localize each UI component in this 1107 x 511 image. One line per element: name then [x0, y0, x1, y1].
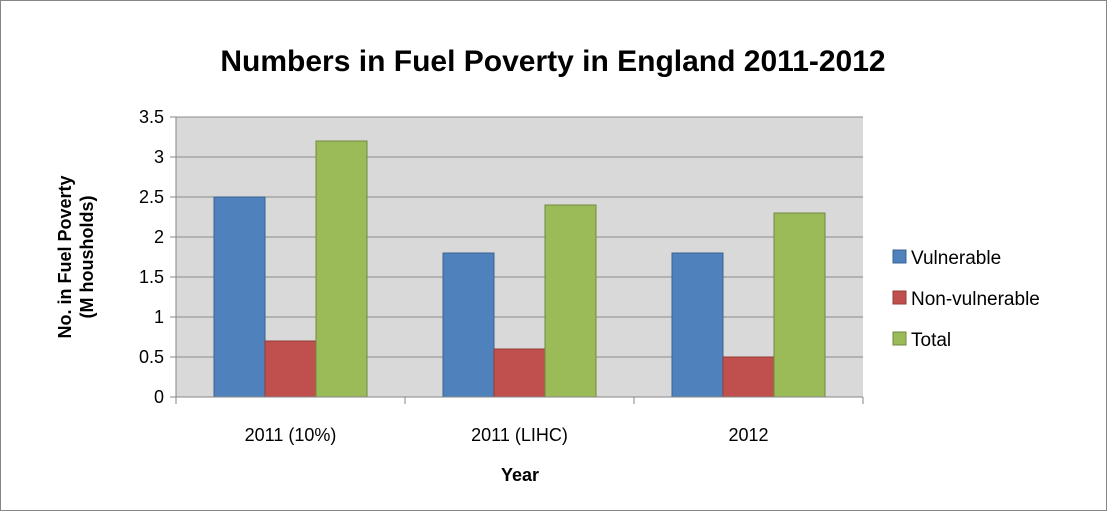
x-tick-label: 2011 (10%): [245, 425, 337, 445]
axes: [170, 116, 864, 404]
bar-non-vulnerable-1: [264, 340, 317, 398]
legend-label: Total: [911, 330, 951, 351]
y-axis-title-line-2: (M housholds): [77, 196, 97, 319]
legend-swatch: [892, 249, 907, 264]
bar-total-3: [773, 212, 826, 398]
y-tick-label: 1.5: [139, 267, 164, 287]
bar-non-vulnerable-2: [493, 348, 546, 398]
bar-vulnerable-3: [671, 252, 724, 398]
bar-total-1: [315, 140, 368, 398]
x-tick-labels: 2011 (10%) 2011 (LIHC) 2012: [245, 425, 769, 445]
chart-title: Numbers in Fuel Poverty in England 2011-…: [220, 45, 885, 78]
legend-swatch: [892, 290, 907, 305]
y-tick-label: 2: [154, 227, 164, 247]
legend: Vulnerable Non-vulnerable Total: [892, 248, 1040, 351]
y-tick-label: 1: [154, 307, 164, 327]
legend-label: Non-vulnerable: [911, 289, 1040, 310]
legend-item-vulnerable: Vulnerable: [892, 248, 1001, 269]
bar-vulnerable-1: [213, 196, 266, 398]
x-tick-label: 2011 (LIHC): [471, 425, 568, 445]
y-axis-title: No. in Fuel Poverty (M housholds): [55, 175, 97, 338]
x-axis-title: Year: [501, 465, 539, 485]
bar-total-2: [544, 204, 597, 398]
legend-item-non-vulnerable: Non-vulnerable: [892, 289, 1040, 310]
x-tick-label: 2012: [728, 425, 768, 445]
y-tick-label: 2.5: [139, 187, 164, 207]
y-tick-label: 0: [154, 387, 164, 407]
y-axis-title-line-1: No. in Fuel Poverty: [55, 175, 75, 338]
bar-non-vulnerable-3: [722, 356, 775, 398]
legend-label: Vulnerable: [911, 248, 1001, 269]
bar-vulnerable-2: [442, 252, 495, 398]
legend-item-total: Total: [892, 330, 951, 351]
y-tick-labels: 0 0.5 1 1.5 2 2.5 3 3.5: [139, 107, 164, 407]
legend-swatch: [892, 331, 907, 346]
y-tick-label: 3: [154, 147, 164, 167]
y-tick-label: 3.5: [139, 107, 164, 127]
y-tick-label: 0.5: [139, 347, 164, 367]
